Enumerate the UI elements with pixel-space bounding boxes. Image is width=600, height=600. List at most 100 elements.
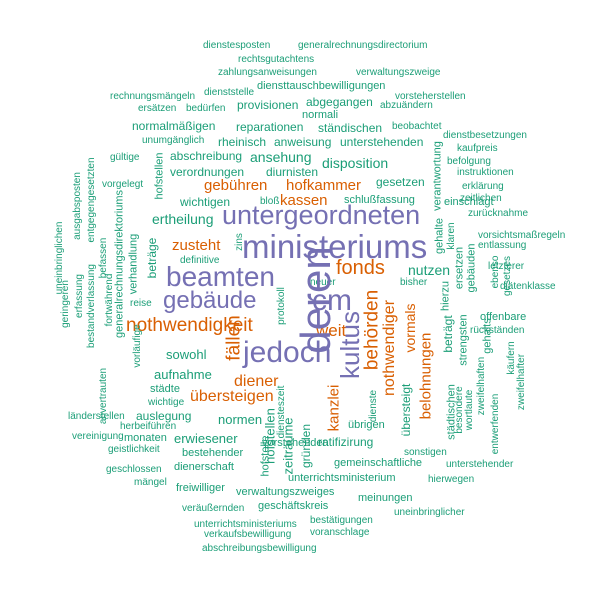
cloud-word: hofstellen [153, 152, 166, 200]
cloud-word: disposition [322, 155, 389, 171]
cloud-word: zweifelhaften [476, 356, 487, 416]
cloud-word: bedürfen [186, 103, 226, 114]
cloud-word: hofkammer [286, 177, 362, 194]
cloud-word: gesetzen [376, 175, 425, 189]
cloud-word: ebenso [490, 255, 501, 289]
cloud-word: jedoch [243, 336, 332, 369]
cloud-word: weit [316, 321, 347, 340]
cloud-word: bestehender [182, 447, 244, 459]
cloud-word: rheinisch [218, 135, 267, 149]
cloud-word: befolgung [447, 156, 491, 167]
cloud-word: übersteigen [190, 388, 274, 405]
cloud-word: verkaufsbewilligung [204, 529, 292, 540]
cloud-word: veräußernden [182, 503, 245, 514]
cloud-word: neuer [310, 277, 336, 288]
cloud-word: diener [234, 373, 279, 390]
cloud-word: generalrechnungsdirectorium [298, 40, 428, 51]
cloud-word: sowohl [166, 347, 207, 362]
cloud-word: uneinbringlicher [394, 507, 465, 518]
cloud-word: normen [218, 412, 263, 427]
cloud-word: verantwortung [431, 141, 444, 211]
cloud-word: herbeiführen [120, 421, 177, 432]
cloud-word: abzuändern [380, 100, 433, 111]
cloud-word: schlußfassung [344, 194, 415, 206]
cloud-word: ertheilung [152, 211, 214, 227]
cloud-word: entlassung [478, 240, 527, 251]
cloud-word: nothwendiger [381, 299, 398, 397]
cloud-word: strengsten [457, 314, 470, 366]
cloud-word: uneinbringlichen [54, 221, 65, 295]
cloud-word: gehalts [481, 318, 494, 354]
cloud-word: städtischen [445, 384, 458, 440]
cloud-word: normalmäßigen [132, 119, 216, 133]
cloud-word: nutzen [408, 262, 451, 278]
cloud-word: verordnungen [170, 165, 245, 179]
cloud-word: mängel [134, 477, 167, 488]
cloud-word: bisher [400, 277, 428, 288]
cloud-word: rechnungsmängeln [110, 91, 196, 102]
cloud-word: wortlaute [464, 389, 475, 431]
cloud-word: dienerschaft [174, 461, 234, 473]
cloud-word: bestätigungen [310, 515, 373, 526]
cloud-word: wichtige [148, 397, 185, 408]
cloud-word: befassen [98, 237, 109, 279]
cloud-word: vorsteherstellen [395, 91, 466, 102]
cloud-word: kultus [335, 311, 365, 379]
cloud-word: hierwegen [428, 474, 475, 485]
cloud-word: voranschlage [310, 527, 370, 538]
cloud-word: entwerfenden [490, 393, 501, 455]
cloud-word: gebäude [163, 287, 257, 314]
cloud-word: abgegangen [306, 95, 373, 109]
cloud-word: fällen [223, 315, 245, 361]
cloud-word: ständischen [318, 121, 383, 135]
cloud-word: vorgelegt [102, 179, 144, 190]
cloud-word: unterrichtsministerium [288, 472, 396, 484]
cloud-word: ersetzen [453, 246, 466, 290]
cloud-word: ausgabsposten [72, 172, 83, 240]
cloud-word: ersätzen [138, 103, 177, 114]
cloud-word: diurnisten [266, 165, 319, 179]
cloud-word: einschlägt [444, 196, 494, 208]
cloud-word: kanzlei [325, 384, 343, 432]
cloud-word: deren [292, 246, 339, 354]
cloud-word: klaren [446, 222, 457, 250]
cloud-word: vorsichtsmaßregeln [478, 230, 566, 241]
cloud-word: normali [302, 109, 339, 121]
cloud-word: aufnahme [154, 367, 212, 382]
cloud-word: untergeordneten [222, 200, 421, 230]
cloud-word: reise [130, 298, 152, 309]
cloud-word: erfassung [74, 274, 85, 318]
cloud-word: kaufpreis [457, 143, 498, 154]
cloud-word: vereinigung [72, 431, 124, 442]
cloud-word: gehalte [433, 217, 446, 255]
cloud-word: geistlichkeit [108, 444, 160, 455]
cloud-word: gebäuden [465, 243, 478, 293]
cloud-word: übersteigt [399, 383, 413, 437]
cloud-word: protokoll [276, 287, 287, 325]
cloud-word: dienste [368, 389, 379, 423]
cloud-word: nothwendigkeit [126, 315, 253, 336]
cloud-word: reparationen [236, 120, 304, 134]
cloud-word: bestandverlassung [86, 264, 97, 348]
cloud-word: zurücknahme [468, 208, 529, 219]
cloud-word: zahlungsanweisungen [218, 67, 317, 78]
cloud-word: definitive [180, 255, 220, 266]
cloud-word: gebühren [204, 177, 268, 194]
cloud-word: geschlossen [106, 464, 162, 475]
cloud-word: zins [234, 233, 245, 251]
cloud-word: monaten [124, 432, 167, 444]
cloud-word: diensteszeit [276, 385, 287, 439]
cloud-word: verwaltungszweige [356, 67, 441, 78]
cloud-word: instruktionen [457, 167, 514, 178]
cloud-word: beträge [145, 237, 159, 279]
cloud-word: anvertrauten [98, 367, 109, 425]
cloud-word: dienststelle [204, 87, 255, 98]
cloud-word: übrigen [348, 419, 385, 431]
cloud-word: abschreibung [170, 149, 243, 163]
cloud-word: zweifelhafter [516, 353, 527, 411]
cloud-word: vorstehenden [262, 437, 329, 449]
cloud-word: bloß [260, 196, 280, 207]
cloud-word: wichtigen [180, 195, 231, 209]
cloud-word: behörden [361, 289, 383, 371]
